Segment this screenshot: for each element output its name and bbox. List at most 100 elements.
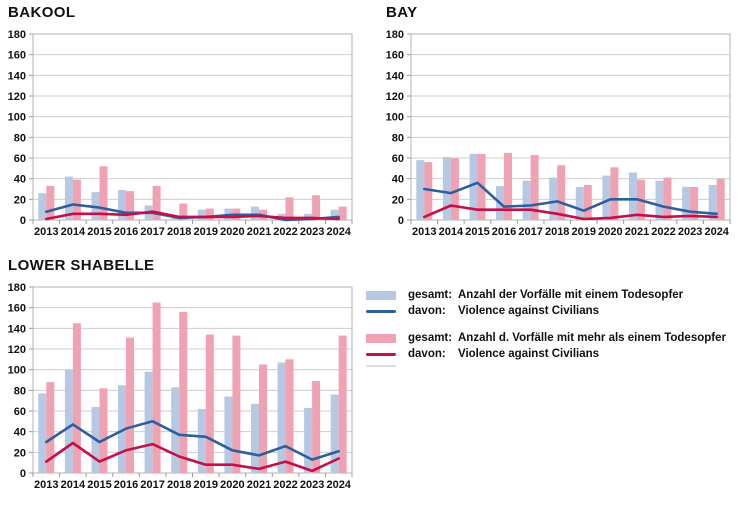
x-axis-label: 2022 — [273, 479, 297, 491]
y-axis-label: 20 — [14, 194, 26, 206]
bar — [655, 180, 664, 220]
legend-text: Violence against Civilians — [458, 305, 600, 317]
legend-label-multi-total: gesamt: Anzahl d. Vorfälle mit mehr als e… — [408, 332, 726, 344]
chart-plot-bay: 0 20 40 60 80 100 120 140 160 180 2013 2014 2015 2016… — [378, 0, 750, 258]
bar — [152, 302, 161, 473]
legend-label-single-total: gesamt: Anzahl der Vorfälle mit einem Tod… — [408, 289, 683, 301]
y-axis-label: 140 — [8, 323, 26, 335]
bar — [330, 394, 339, 473]
y-axis-label: 0 — [20, 468, 26, 480]
x-axis-label: 2017 — [140, 226, 164, 238]
bar — [197, 209, 206, 220]
legend-item-single-total: gesamt: Anzahl der Vorfälle mit einem Tod… — [366, 287, 748, 303]
y-axis-label: 180 — [386, 29, 404, 41]
y-axis-label: 100 — [8, 112, 26, 124]
y-axis-label: 60 — [14, 153, 26, 165]
y-axis-label: 40 — [14, 174, 26, 186]
x-axis-label: 2013 — [34, 479, 58, 491]
y-axis-label: 80 — [14, 132, 26, 144]
bar — [330, 209, 339, 220]
x-axis-label: 2020 — [220, 226, 244, 238]
bar — [338, 335, 347, 473]
bar — [442, 157, 451, 220]
bar — [171, 387, 180, 473]
bar — [64, 176, 73, 220]
bar — [583, 184, 592, 220]
bar — [205, 208, 214, 220]
bar — [171, 217, 180, 220]
bar — [424, 162, 433, 220]
bar — [277, 362, 286, 473]
legend-item-multi-vac: davon: Violence against Civilians — [366, 346, 748, 362]
chart-title-lower-shabelle: LOWER SHABELLE — [8, 257, 155, 274]
bar — [312, 195, 321, 220]
x-axis-label: 2014 — [439, 226, 464, 238]
bar — [251, 206, 259, 220]
bar — [416, 160, 425, 220]
x-axis-label: 2023 — [678, 226, 702, 238]
x-axis-label: 2024 — [704, 226, 729, 238]
bar — [575, 186, 584, 220]
bar — [224, 396, 233, 473]
x-axis-label: 2013 — [34, 226, 58, 238]
x-axis-label: 2019 — [572, 226, 596, 238]
y-axis-label: 20 — [14, 447, 26, 459]
bar — [232, 335, 241, 473]
y-axis-label: 180 — [8, 29, 26, 41]
bar — [285, 197, 294, 220]
legend-item-multi-total: gesamt: Anzahl d. Vorfälle mit mehr als e… — [366, 330, 748, 346]
bar — [312, 381, 321, 473]
bar — [338, 206, 347, 220]
legend-spacer — [366, 319, 748, 330]
y-axis-label: 140 — [8, 70, 26, 82]
x-axis-label: 2021 — [625, 226, 649, 238]
bar — [304, 407, 313, 473]
y-axis-label: 80 — [14, 385, 26, 397]
bar — [179, 203, 188, 220]
legend-bar-swatch-single — [366, 290, 396, 300]
y-axis-label: 100 — [386, 112, 404, 124]
bar — [46, 185, 55, 220]
legend-item-single-vac: davon: Violence against Civilians — [366, 303, 748, 319]
x-axis-label: 2024 — [326, 479, 351, 491]
y-axis-label: 120 — [8, 91, 26, 103]
bar — [46, 382, 55, 473]
bar — [205, 334, 214, 473]
x-axis-label: 2016 — [114, 226, 138, 238]
y-axis-label: 120 — [8, 344, 26, 356]
legend-prefix: davon: — [408, 348, 446, 360]
line — [44, 420, 341, 461]
y-axis-label: 140 — [386, 70, 404, 82]
bar — [602, 175, 611, 220]
chart-title-bay: BAY — [386, 4, 418, 21]
bar — [450, 158, 459, 220]
y-axis-label: 160 — [8, 303, 26, 315]
bar — [682, 186, 691, 220]
chart-canvas: 0 20 40 60 80 100 120 140 160 180 2013 2014 2015 2016… — [8, 282, 353, 491]
bar — [118, 190, 126, 220]
legend-prefix: davon: — [408, 305, 446, 317]
legend-text: Anzahl d. Vorfälle mit mehr als einem To… — [458, 332, 726, 344]
legend-line-swatch-multi — [366, 352, 396, 356]
bar — [716, 178, 725, 220]
bar — [469, 153, 478, 220]
bar — [126, 191, 134, 220]
bar — [152, 185, 161, 220]
legend-text: Violence against Civilians — [458, 348, 600, 360]
y-axis-label: 160 — [386, 50, 404, 62]
bar — [118, 385, 126, 473]
y-axis-label: 180 — [8, 282, 26, 294]
bar — [99, 388, 108, 473]
x-axis-label: 2022 — [273, 226, 297, 238]
x-axis-label: 2019 — [194, 479, 218, 491]
legend-artifact-rule — [366, 365, 396, 367]
x-axis-label: 2016 — [114, 479, 138, 491]
bar — [629, 172, 637, 220]
chart-bay: BAY 0 20 40 60 80 100 120 140 160 180 2013 2014 2015… — [378, 0, 750, 253]
bar — [610, 167, 619, 220]
y-axis-label: 40 — [392, 174, 404, 186]
x-axis-label: 2021 — [247, 479, 271, 491]
bar — [557, 165, 566, 220]
legend: gesamt: Anzahl der Vorfälle mit einem Tod… — [366, 287, 748, 367]
x-axis-label: 2013 — [412, 226, 436, 238]
